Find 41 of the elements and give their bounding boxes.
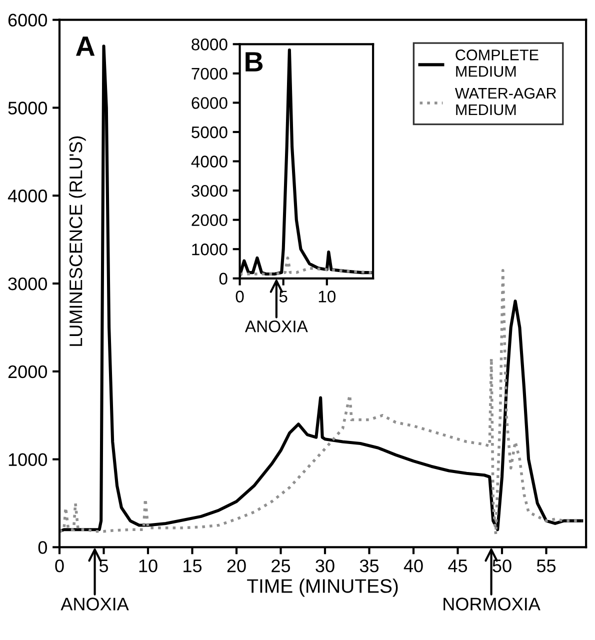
y-tick-label: 2000 <box>192 214 228 226</box>
y-tick-label: 1000 <box>8 453 47 466</box>
y-tick-label: 1000 <box>192 244 228 256</box>
y-tick-label: 6000 <box>192 97 228 109</box>
x-tick-label: 10 <box>318 290 336 302</box>
x-tick-label: 0 <box>236 290 244 302</box>
line-series <box>240 256 374 276</box>
x-axis-title: TIME (MINUTES) <box>247 578 398 597</box>
x-tick-label: 30 <box>316 559 334 572</box>
y-tick-label: 3000 <box>192 184 228 197</box>
y-axis-title: LUMINESCENCE (RLU'S) <box>69 136 86 346</box>
y-tick-label: 7000 <box>192 68 228 80</box>
annotation: A <box>76 36 95 56</box>
x-tick-label: 5 <box>99 560 108 572</box>
y-tick-label: 4000 <box>8 190 47 202</box>
text: NORMOXIA <box>444 598 540 610</box>
x-tick-label: 45 <box>448 560 468 572</box>
x-tick-label: 10 <box>139 559 158 572</box>
y-tick-label: 2000 <box>8 365 47 378</box>
y-tick-label: 5000 <box>8 102 47 114</box>
x-tick-label: 25 <box>272 559 290 572</box>
annotation: ANOXIA <box>244 320 308 332</box>
x-tick-label: 35 <box>360 559 379 572</box>
x-tick-label: 5 <box>279 290 288 302</box>
y-tick-label: 3000 <box>8 277 47 290</box>
y-tick-label: 4000 <box>191 156 228 168</box>
legend-label: WATER-AGAR MEDIUM <box>455 88 556 116</box>
x-tick-label: 20 <box>227 559 246 572</box>
x-tick-label: 50 <box>492 559 512 572</box>
text: ANOXIA <box>60 598 129 610</box>
x-tick-label: 40 <box>404 559 423 572</box>
x-tick-label: 15 <box>184 560 202 572</box>
x-tick-label: 0 <box>55 559 64 572</box>
y-tick-label: 0 <box>219 272 228 285</box>
y-tick-label: 6000 <box>8 14 47 27</box>
y-tick-label: 8000 <box>192 38 228 50</box>
annotation: B <box>246 52 263 72</box>
x-tick-label: 55 <box>536 560 556 572</box>
y-tick-label: 5000 <box>192 126 228 138</box>
y-tick-label: 0 <box>38 541 47 554</box>
legend-label: COMPLETE MEDIUM <box>456 50 538 77</box>
